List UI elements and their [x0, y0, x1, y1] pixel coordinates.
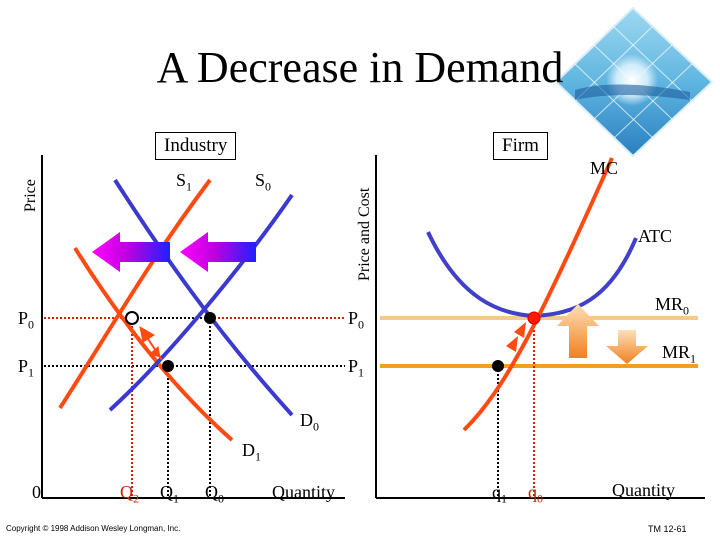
demand-d1-label: D1 — [242, 440, 261, 464]
industry-initial-equilibrium-point — [204, 312, 216, 324]
slide-id: TM 12-61 — [648, 524, 687, 534]
industry-q1-label: Q1 — [160, 482, 179, 506]
industry-new-equilibrium-point — [162, 360, 174, 372]
firm-axes — [375, 155, 705, 499]
price-up-arrow — [557, 304, 599, 358]
firm-panel-label: Firm — [493, 132, 548, 160]
industry-panel-label: Industry — [155, 132, 237, 160]
industry-intermediate-point — [125, 311, 139, 325]
mr0-label: MR0 — [655, 294, 690, 318]
supply-shift-arrows — [92, 232, 256, 272]
firm-initial-equilibrium-point — [527, 311, 541, 325]
atc-curve — [426, 231, 638, 319]
atc-label: ATC — [638, 226, 673, 246]
supply-curve-s0 — [108, 193, 294, 412]
demand-d0-label: D0 — [300, 410, 319, 434]
copyright-notice: Copyright © 1998 Addison Wesley Longman,… — [6, 524, 181, 533]
slide-title: A Decrease in Demand — [156, 43, 564, 92]
decorative-tile-image — [554, 6, 714, 158]
demand-curve-d1 — [73, 246, 234, 442]
firm-y-axis-label: Price and Cost — [356, 187, 373, 281]
firm-q1-label: q1 — [492, 482, 507, 506]
industry-axes — [41, 155, 345, 499]
industry-q2-label: Q2 — [120, 482, 139, 506]
industry-origin-label: 0 — [32, 482, 41, 502]
mc-curve — [462, 157, 614, 432]
firm-p0-label: P0 — [348, 308, 365, 332]
industry-movement-arrows — [139, 326, 163, 361]
supply-curve-s1 — [58, 178, 212, 410]
firm-x-axis-label: Quantity — [612, 480, 675, 500]
firm-new-equilibrium-point — [492, 360, 504, 372]
firm-q0-label: q0 — [528, 482, 543, 506]
price-down-arrow — [606, 330, 648, 364]
industry-p1-label: P1 — [18, 356, 35, 380]
firm-p1-label: P1 — [348, 356, 365, 380]
supply-s0-label: S0 — [255, 170, 272, 194]
mr1-label: MR1 — [662, 342, 697, 366]
demand-curve-d0 — [113, 178, 294, 417]
supply-s1-label: S1 — [176, 170, 193, 194]
industry-q0-label: Q0 — [205, 482, 224, 506]
firm-movement-arrows — [506, 322, 526, 352]
industry-x-axis-label: Quantity — [272, 482, 335, 502]
industry-y-axis-label: Price — [22, 179, 39, 212]
mc-label: MC — [590, 158, 619, 178]
industry-p0-label: P0 — [18, 308, 35, 332]
